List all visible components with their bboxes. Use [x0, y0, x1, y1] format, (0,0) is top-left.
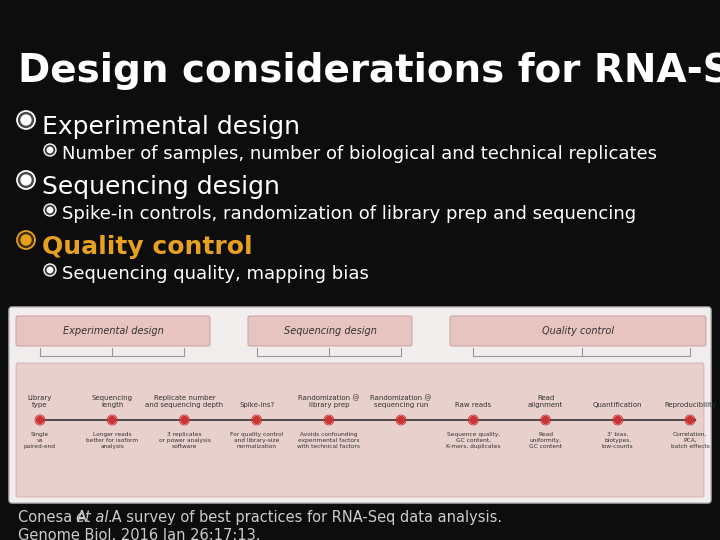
Circle shape [17, 111, 35, 129]
Circle shape [614, 416, 621, 423]
Text: Experimental design: Experimental design [63, 326, 163, 336]
Text: Spike-in controls, randomization of library prep and sequencing: Spike-in controls, randomization of libr… [62, 205, 636, 223]
Circle shape [44, 204, 56, 216]
Text: Longer reads
better for isoform
analysis: Longer reads better for isoform analysis [86, 432, 138, 449]
FancyBboxPatch shape [450, 316, 706, 346]
Text: Sequencing quality, mapping bias: Sequencing quality, mapping bias [62, 265, 369, 283]
Circle shape [181, 416, 188, 423]
Circle shape [21, 235, 31, 245]
Text: 3 replicates
or power analysis
software: 3 replicates or power analysis software [158, 432, 210, 449]
Text: Sequence quality,
GC content,
K-mers, duplicates: Sequence quality, GC content, K-mers, du… [446, 432, 500, 449]
Text: Correlation,
PCA,
batch effects: Correlation, PCA, batch effects [670, 432, 709, 449]
Text: Sequencing design: Sequencing design [284, 326, 377, 336]
FancyBboxPatch shape [248, 316, 412, 346]
Circle shape [48, 267, 53, 273]
Text: 3' bias,
biotypes,
low-counts: 3' bias, biotypes, low-counts [602, 432, 634, 449]
Circle shape [37, 416, 43, 423]
Text: Reproducibility: Reproducibility [664, 402, 716, 408]
Circle shape [325, 416, 333, 423]
Text: Library
type: Library type [28, 395, 52, 408]
FancyBboxPatch shape [16, 363, 704, 497]
Text: Replicate number
and sequencing depth: Replicate number and sequencing depth [145, 395, 223, 408]
Text: Randomization @
library prep: Randomization @ library prep [298, 395, 359, 408]
Circle shape [397, 416, 405, 423]
Text: Experimental design: Experimental design [42, 115, 300, 139]
Circle shape [17, 231, 35, 249]
Circle shape [542, 416, 549, 423]
Text: Quantification: Quantification [593, 402, 642, 408]
Text: Genome Biol. 2016 Jan 26;17:13.: Genome Biol. 2016 Jan 26;17:13. [18, 528, 261, 540]
Text: Avoids confounding
experimental factors
with technical factors: Avoids confounding experimental factors … [297, 432, 361, 449]
Text: Conesa A: Conesa A [18, 510, 91, 525]
Text: Sequencing
length: Sequencing length [91, 395, 132, 408]
Text: Design considerations for RNA-Seq: Design considerations for RNA-Seq [18, 52, 720, 90]
FancyBboxPatch shape [9, 307, 711, 503]
Text: Quality control: Quality control [542, 326, 614, 336]
FancyBboxPatch shape [16, 316, 210, 346]
Text: Spike-ins?: Spike-ins? [239, 402, 274, 408]
Text: Raw reads: Raw reads [455, 402, 491, 408]
Circle shape [48, 207, 53, 213]
Circle shape [470, 416, 477, 423]
Circle shape [44, 144, 56, 156]
Text: Quality control: Quality control [42, 235, 253, 259]
Text: Read
uniformity,
GC content: Read uniformity, GC content [529, 432, 562, 449]
Circle shape [253, 416, 260, 423]
Circle shape [686, 416, 693, 423]
Circle shape [21, 175, 31, 185]
Circle shape [44, 264, 56, 276]
Circle shape [48, 147, 53, 153]
Text: Single
vs
paired-end: Single vs paired-end [24, 432, 56, 449]
Circle shape [109, 416, 116, 423]
Circle shape [21, 115, 31, 125]
Text: Sequencing design: Sequencing design [42, 175, 280, 199]
Text: A survey of best practices for RNA-Seq data analysis.: A survey of best practices for RNA-Seq d… [107, 510, 502, 525]
Text: Randomization @
sequencing run: Randomization @ sequencing run [370, 395, 432, 408]
Text: Read
alignment: Read alignment [528, 395, 563, 408]
Text: Number of samples, number of biological and technical replicates: Number of samples, number of biological … [62, 145, 657, 163]
Text: et al.: et al. [76, 510, 113, 525]
Circle shape [17, 171, 35, 189]
Text: For quality control
and library-size
normalization: For quality control and library-size nor… [230, 432, 283, 449]
